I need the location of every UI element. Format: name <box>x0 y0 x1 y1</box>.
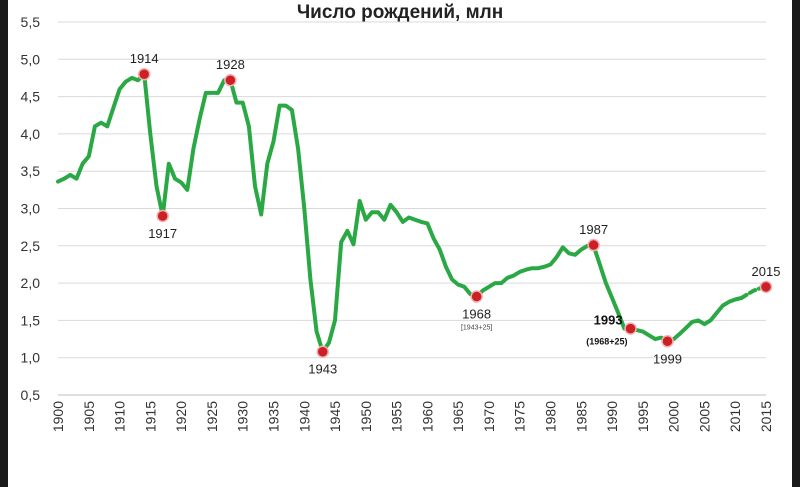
x-tick-label: 1905 <box>81 401 97 432</box>
highlight-markers <box>137 67 773 358</box>
point-label: 1928 <box>216 57 245 72</box>
point-label: 1993 <box>594 313 623 328</box>
x-tick-label: 1915 <box>142 401 158 432</box>
x-tick-label: 1900 <box>50 401 66 432</box>
x-tick-label: 1985 <box>573 401 589 432</box>
point-sublabel: [1943+25] <box>461 325 492 332</box>
y-tick-label: 5,0 <box>21 51 41 67</box>
x-tick-label: 1925 <box>204 401 220 432</box>
point-label: 1987 <box>579 222 608 237</box>
point-marker <box>661 335 674 348</box>
point-marker <box>759 280 773 294</box>
point-sublabel: (1968+25) <box>586 337 627 347</box>
x-tick-label: 1945 <box>327 401 343 432</box>
x-tick-label: 1960 <box>419 401 435 432</box>
y-tick-label: 3,0 <box>21 201 41 217</box>
x-tick-label: 1990 <box>604 401 620 432</box>
x-tick-label: 2015 <box>758 401 774 432</box>
x-tick-label: 1910 <box>112 401 128 432</box>
y-tick-label: 5,5 <box>21 14 41 30</box>
grid-lines <box>58 21 766 396</box>
y-tick-label: 1,0 <box>21 350 41 366</box>
point-label: 1999 <box>653 351 682 366</box>
x-tick-label: 1965 <box>450 401 466 432</box>
x-tick-label: 1995 <box>635 401 651 432</box>
x-tick-label: 1950 <box>358 401 374 432</box>
y-tick-label: 2,5 <box>21 238 41 254</box>
point-label: 1968 <box>462 307 491 322</box>
point-marker <box>224 73 237 87</box>
point-labels: 1914 1917 1928 1943 1968 [1943+25] 1987 1993 (19… <box>130 51 781 377</box>
x-tick-label: 1930 <box>235 401 251 432</box>
point-label: 1914 <box>130 51 159 66</box>
x-tick-label: 1975 <box>512 401 528 432</box>
x-tick-label: 2000 <box>666 401 682 432</box>
y-tick-label: 0,5 <box>21 387 41 403</box>
point-marker <box>624 322 637 335</box>
point-marker <box>316 345 329 358</box>
point-marker <box>470 290 483 303</box>
x-tick-label: 1935 <box>265 401 281 432</box>
y-axis-ticks: 0,5 1,0 1,5 2,0 2,5 3,0 3,5 4,0 4,5 5,0 5,5 <box>21 14 41 403</box>
y-tick-label: 1,5 <box>21 312 41 328</box>
point-label: 1943 <box>308 362 337 377</box>
y-tick-label: 3,5 <box>21 163 41 179</box>
x-tick-label: 1980 <box>543 401 559 432</box>
x-tick-label: 1920 <box>173 401 189 432</box>
point-marker <box>137 67 151 81</box>
y-tick-label: 4,0 <box>21 126 41 142</box>
point-label: 2015 <box>752 264 781 279</box>
chart-title: Число рождений, млн <box>296 2 504 23</box>
x-tick-label: 1955 <box>389 401 405 432</box>
point-label: 1917 <box>148 226 177 241</box>
x-tick-label: 1940 <box>296 401 312 432</box>
y-tick-label: 2,0 <box>21 275 41 291</box>
x-tick-label: 1970 <box>481 401 497 432</box>
x-tick-label: 2005 <box>696 401 712 432</box>
x-axis-ticks: 1900 1905 1910 1915 1920 1925 1930 1935 1940 1945… <box>50 401 774 432</box>
point-marker <box>587 238 600 252</box>
point-marker <box>156 209 169 223</box>
y-tick-label: 4,5 <box>21 89 41 105</box>
x-tick-label: 2010 <box>727 401 743 432</box>
